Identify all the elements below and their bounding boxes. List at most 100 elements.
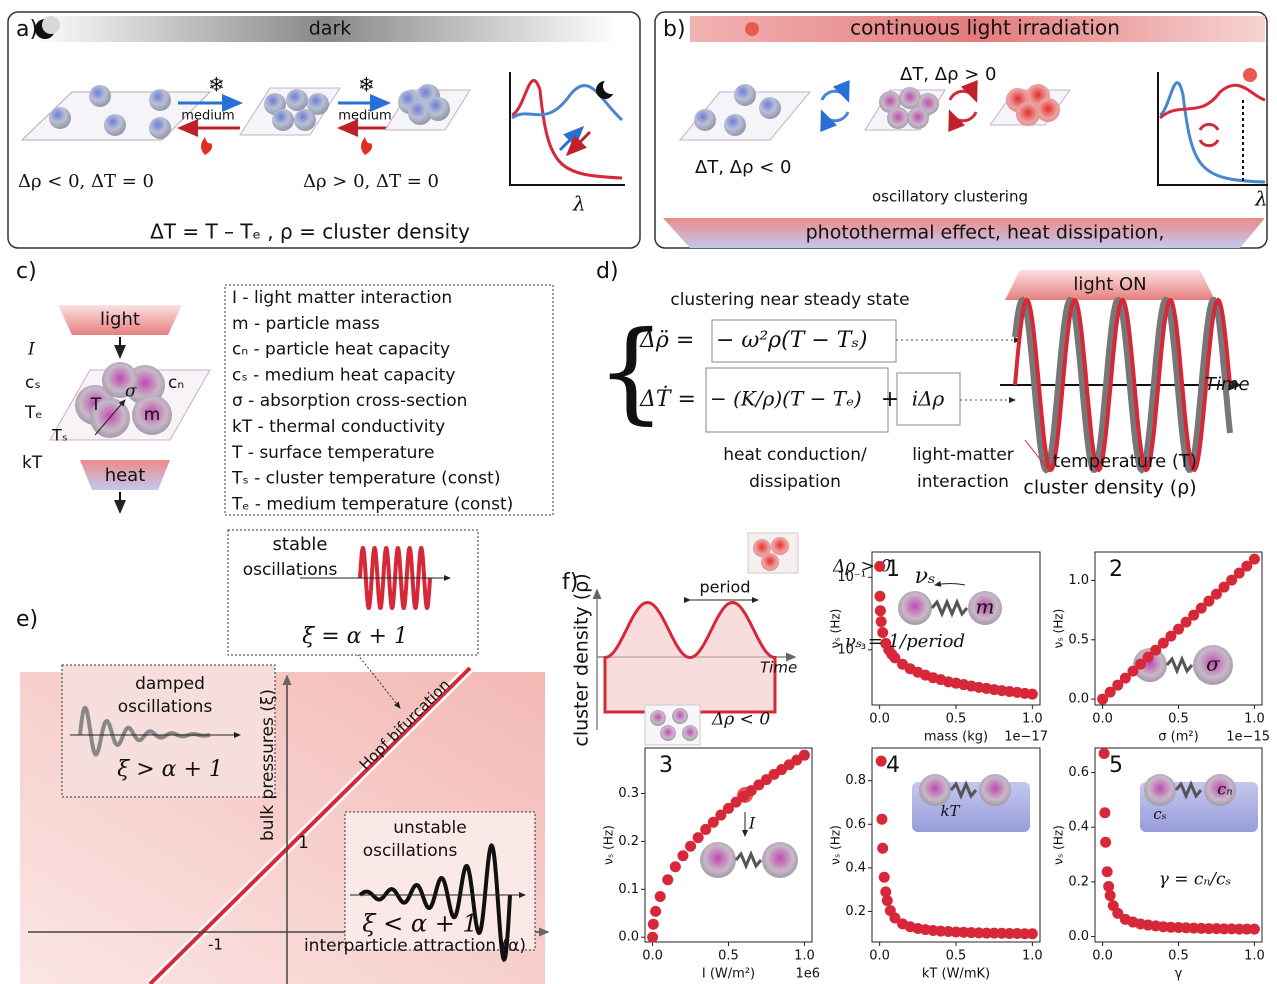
x-tick-label: 0.0 <box>1092 949 1113 964</box>
legend-item: cₛ - medium heat capacity <box>232 365 455 385</box>
x-axis-label: kT (W/mK) <box>922 967 990 982</box>
shape <box>979 774 1011 806</box>
point <box>876 756 887 767</box>
y-tick-label: 0.2 <box>1068 874 1089 889</box>
legend-item: Tₛ - cluster temperature (const) <box>231 469 500 489</box>
legend-item: I - light matter interaction <box>232 288 452 308</box>
shape <box>734 84 756 106</box>
shape <box>898 591 932 625</box>
x-tick-label: 1.0 <box>794 949 815 964</box>
label: Tₛ <box>51 426 68 445</box>
legend-item: kT - thermal conductivity <box>232 417 445 437</box>
shape <box>149 89 171 111</box>
shape: ❄ <box>208 73 225 97</box>
point <box>1099 807 1110 818</box>
legend-item: σ - absorption cross-section <box>232 391 467 411</box>
y-tick-label: 0.0 <box>1068 692 1089 707</box>
label: T <box>90 395 102 415</box>
plot-number: 5 <box>1109 753 1123 778</box>
label: Δρ̈ = <box>639 328 694 353</box>
y-axis-label: νₛ (Hz) <box>829 609 843 649</box>
y-axis-label: νₛ (Hz) <box>1052 609 1066 649</box>
label: σ <box>125 382 137 402</box>
point <box>799 750 810 761</box>
point <box>670 861 681 872</box>
label: − (K/ρ)(T − Tₑ) <box>710 387 862 411</box>
x-offset: 1e−15 <box>1226 730 1270 745</box>
x-tick-label: 1.0 <box>1244 949 1265 964</box>
panel-label: c) <box>16 259 37 284</box>
shape <box>650 710 666 726</box>
point <box>1099 748 1110 759</box>
label: I <box>27 340 35 360</box>
x-tick-label: 0.0 <box>1092 712 1113 727</box>
y-tick-label: 0.0 <box>618 930 639 945</box>
label: damped <box>135 674 205 694</box>
point <box>685 841 696 852</box>
panel-label: d) <box>596 259 619 284</box>
annotation: kT <box>940 802 960 820</box>
y-tick-label: 1.0 <box>1068 573 1089 588</box>
plot-number: 4 <box>886 753 900 778</box>
shape <box>700 842 736 878</box>
shape <box>149 117 171 139</box>
label: Time <box>1205 374 1250 395</box>
panel-label: e) <box>16 607 38 632</box>
label: ξ > α + 1 <box>117 757 223 782</box>
label: interparticle attraction (α) <box>304 936 526 956</box>
shape <box>1167 659 1192 671</box>
y-tick-label: 0.8 <box>845 773 866 788</box>
x-axis-label: I (W/m²) <box>702 967 755 982</box>
label: Tₑ <box>24 403 42 423</box>
shape <box>49 107 71 129</box>
legend-item: temperature (T) <box>1053 451 1197 472</box>
y-axis-label: νₛ (Hz) <box>602 825 616 865</box>
point <box>879 872 890 883</box>
shape <box>1243 68 1257 82</box>
label: m <box>144 405 161 425</box>
shape <box>361 137 372 155</box>
shape <box>272 109 294 131</box>
legend-item: cₙ - particle heat capacity <box>232 340 450 360</box>
label: stable <box>273 534 328 555</box>
shape <box>89 85 111 107</box>
label: interaction <box>917 472 1009 492</box>
x-tick-label: 1.0 <box>1022 712 1043 727</box>
shape <box>762 842 798 878</box>
shape <box>950 91 976 100</box>
annotation: σ <box>1206 652 1221 676</box>
label: λ <box>572 192 586 216</box>
shape <box>745 22 759 36</box>
shape <box>1200 124 1218 130</box>
x-axis-label: γ <box>1175 967 1183 982</box>
y-tick-label: 0.3 <box>618 786 639 801</box>
label: oscillations <box>363 841 458 861</box>
shape <box>771 537 789 555</box>
legend-item: Tₑ - medium temperature (const) <box>231 494 513 514</box>
point <box>1105 890 1116 901</box>
y-tick-label: 0.2 <box>618 834 639 849</box>
panel-label: b) <box>663 17 686 42</box>
label: + <box>881 387 899 412</box>
x-tick-label: 0.0 <box>869 712 890 727</box>
point <box>874 561 885 572</box>
y-tick-label: 0.6 <box>1068 765 1089 780</box>
label: medium <box>338 109 391 124</box>
label: oscillations <box>243 560 338 580</box>
shape <box>42 16 60 34</box>
panel-label: a) <box>16 17 38 42</box>
label: oscillatory clustering <box>872 188 1028 206</box>
label: cluster density (ρ) <box>571 573 593 746</box>
shape <box>560 128 582 150</box>
shape <box>603 78 619 94</box>
shape <box>294 109 316 131</box>
shape: { <box>596 307 666 435</box>
plot-number: 3 <box>659 753 673 778</box>
shape <box>935 584 965 585</box>
shape <box>724 114 746 136</box>
shape <box>1160 85 1265 118</box>
shape <box>568 132 590 154</box>
point <box>1027 689 1038 700</box>
shape <box>907 107 929 129</box>
point <box>882 895 893 906</box>
